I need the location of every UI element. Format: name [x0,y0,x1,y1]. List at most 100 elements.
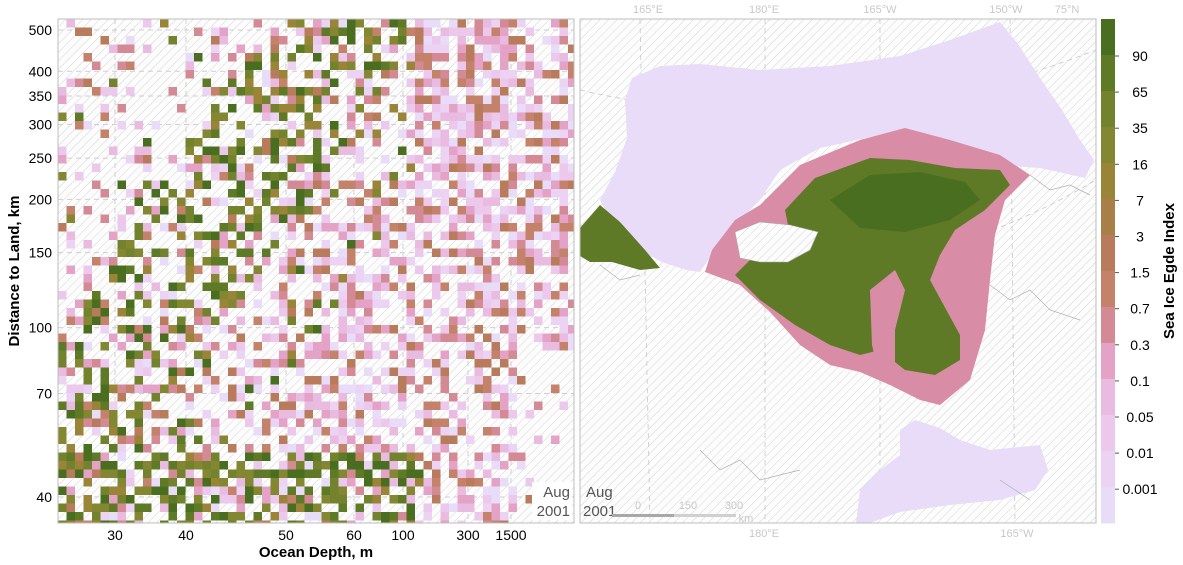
heatmap-cell [236,274,245,283]
heatmap-cell [338,248,347,257]
heatmap-cell [568,342,574,351]
heatmap-cell [534,138,543,147]
heatmap-cell [466,129,475,138]
heatmap-cell [525,231,534,240]
heatmap-cell [525,410,534,419]
heatmap-cell [517,78,526,87]
heatmap-cell [126,478,135,487]
heatmap-cell [219,27,228,36]
y-tick-label: 40 [36,489,52,505]
heatmap-cell [304,393,313,402]
heatmap-cell [542,257,551,266]
heatmap-cell [245,248,254,257]
colorbar-tick-label: 35 [1132,120,1148,136]
heatmap-cell [279,325,288,334]
map-label-180e: 180°E [749,4,779,16]
heatmap-cell [406,223,415,232]
heatmap-cell [372,325,381,334]
heatmap-cell [270,104,279,113]
heatmap-cell [117,214,126,223]
heatmap-cell [500,70,509,79]
heatmap-cell [517,112,526,121]
heatmap-cell [262,189,271,198]
heatmap-cell [568,299,574,308]
heatmap-cell [483,512,492,521]
heatmap-cell [440,155,449,164]
heatmap-cell [474,342,483,351]
heatmap-cell [483,486,492,495]
heatmap-cell [211,342,220,351]
heatmap-cell [75,342,84,351]
heatmap-cell [83,308,92,317]
heatmap-cell [398,189,407,198]
heatmap-cell [143,384,152,393]
heatmap-cell [279,112,288,121]
heatmap-cell [177,342,186,351]
heatmap-cell [245,163,254,172]
heatmap-cell [432,214,441,223]
heatmap-cell [287,248,296,257]
heatmap-cell [449,461,458,470]
heatmap-cell [185,189,194,198]
left-x-ticks: 30 40 50 60 100 300 1500 [107,527,527,543]
heatmap-cell [491,427,500,436]
heatmap-cell [551,189,560,198]
colorbar-tick-label: 0.7 [1130,301,1150,317]
heatmap-cell [466,308,475,317]
heatmap-cell [449,121,458,130]
heatmap-cell [245,486,254,495]
heatmap-cell [389,282,398,291]
heatmap-cell [177,316,186,325]
heatmap-cell [474,78,483,87]
heatmap-cell [398,257,407,266]
heatmap-cell [457,172,466,181]
heatmap-cell [559,197,568,206]
heatmap-cell [92,257,101,266]
heatmap-cell [211,121,220,130]
heatmap-cell [364,27,373,36]
heatmap-cell [287,410,296,419]
heatmap-cell [355,104,364,113]
heatmap-cell [372,299,381,308]
heatmap-cell [338,19,347,28]
heatmap-cell [542,112,551,121]
heatmap-cell [202,359,211,368]
heatmap-cell [466,27,475,36]
heatmap-cell [75,27,84,36]
heatmap-cell [109,503,118,512]
heatmap-cell [474,452,483,461]
colorbar-segment [1101,127,1115,164]
heatmap-cell [432,44,441,53]
heatmap-cell [508,291,517,300]
heatmap-cell [92,410,101,419]
heatmap-cell [364,469,373,478]
heatmap-cell [398,376,407,385]
heatmap-cell [185,401,194,410]
heatmap-cell [415,180,424,189]
heatmap-cell [143,231,152,240]
heatmap-cell [551,95,560,104]
heatmap-cell [83,401,92,410]
heatmap-cell [109,520,118,523]
heatmap-cell [228,410,237,419]
heatmap-cell [100,469,109,478]
heatmap-cell [134,444,143,453]
heatmap-cell [211,231,220,240]
heatmap-cell [134,333,143,342]
heatmap-cell [168,384,177,393]
heatmap-cell [100,452,109,461]
heatmap-cell [296,19,305,28]
heatmap-cell [415,87,424,96]
heatmap-cell [126,495,135,504]
heatmap-cell [313,265,322,274]
heatmap-cell [134,291,143,300]
heatmap-cell [517,265,526,274]
heatmap-cell [202,129,211,138]
heatmap-cell [491,282,500,291]
heatmap-cell [219,36,228,45]
heatmap-cell [372,95,381,104]
heatmap-cell [83,121,92,130]
heatmap-cell [117,248,126,257]
heatmap-cell [432,19,441,28]
heatmap-cell [389,444,398,453]
